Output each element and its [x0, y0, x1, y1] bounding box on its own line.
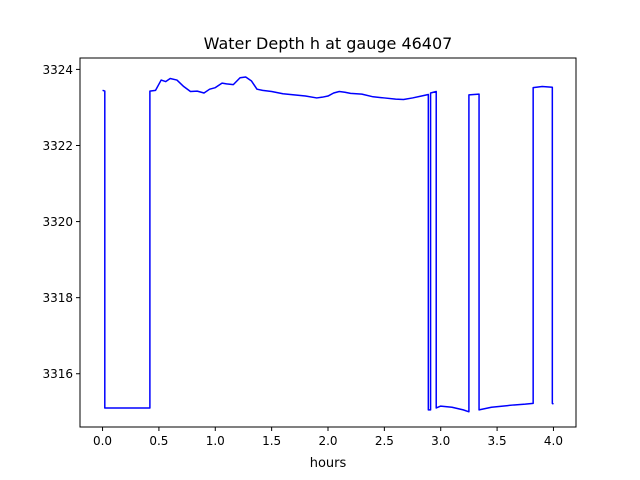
x-tick-label: 3.5 [488, 434, 507, 448]
y-tick-label: 3322 [42, 139, 73, 153]
chart-title: Water Depth h at gauge 46407 [204, 34, 453, 53]
plot-area: 0.0 0.5 1.0 1.5 2.0 2.5 3.0 3.5 4.0 3316 3318 3320 3… [42, 57, 577, 448]
x-tick-label: 0.0 [93, 434, 112, 448]
y-tick-label: 3316 [42, 367, 73, 381]
x-tick-label: 2.0 [318, 434, 337, 448]
x-tick-label: 3.0 [431, 434, 450, 448]
x-tick-label: 1.5 [262, 434, 281, 448]
y-tick-label: 3324 [42, 63, 73, 77]
x-tick-label: 0.5 [149, 434, 168, 448]
x-tick-label: 4.0 [544, 434, 563, 448]
y-tick-label: 3318 [42, 291, 73, 305]
series-line-0 [102, 76, 554, 413]
x-tick-label: 1.0 [206, 434, 225, 448]
x-tick-label: 2.5 [375, 434, 394, 448]
y-tick-label: 3320 [42, 215, 73, 229]
x-axis-label: hours [310, 456, 347, 471]
